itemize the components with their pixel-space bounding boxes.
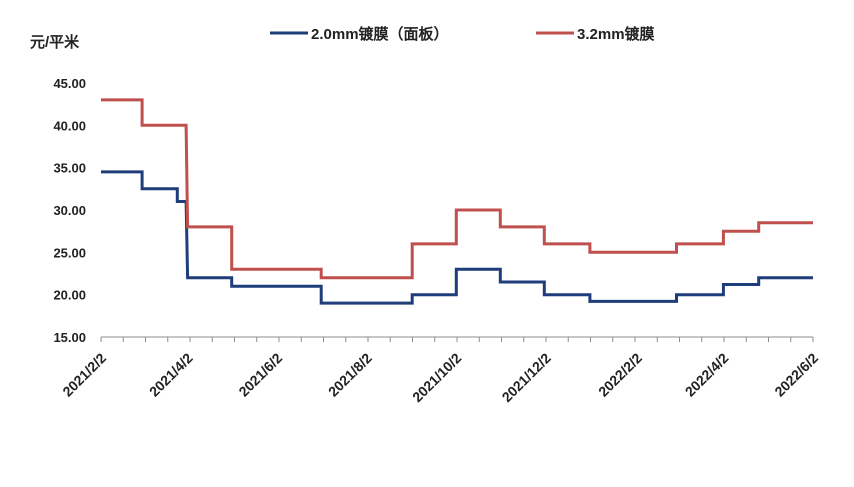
series-line-1	[101, 98, 813, 280]
y-tick-label: 20.00	[53, 288, 86, 303]
legend-label-series-1: 3.2mm镀膜	[577, 25, 655, 43]
series-lines	[101, 98, 813, 305]
x-tick-label: 2021/12/2	[499, 350, 555, 406]
y-tick-label: 25.00	[53, 245, 86, 260]
x-tick-label: 2021/10/2	[409, 350, 465, 406]
y-tick-label: 15.00	[53, 330, 86, 345]
y-tick-label: 30.00	[53, 203, 86, 218]
x-tick-label: 2022/2/2	[595, 350, 645, 400]
x-tick-label: 2022/4/2	[682, 350, 732, 400]
x-tick-label: 2021/8/2	[325, 350, 375, 400]
legend-label-series-0: 2.0mm镀膜（面板）	[311, 25, 449, 43]
y-tick-label: 35.00	[53, 161, 86, 176]
x-tick-label: 2021/4/2	[146, 350, 196, 400]
y-axis-tick-labels: 15.00 20.00 25.00 30.00 35.00 40.00 45.00	[53, 76, 86, 345]
y-tick-label: 40.00	[53, 118, 86, 133]
x-tick-label: 2021/2/2	[59, 350, 109, 400]
x-tick-label: 2022/6/2	[771, 350, 821, 400]
legend: 2.0mm镀膜（面板） 3.2mm镀膜	[270, 25, 655, 43]
y-unit-label: 元/平米	[30, 33, 80, 51]
x-tick-label: 2021/6/2	[235, 350, 285, 400]
series-line-0	[101, 170, 813, 305]
x-axis: 2021/2/2 2021/4/2 2021/6/2 2021/8/2 2021/10/…	[59, 336, 821, 406]
y-tick-label: 45.00	[53, 76, 86, 91]
